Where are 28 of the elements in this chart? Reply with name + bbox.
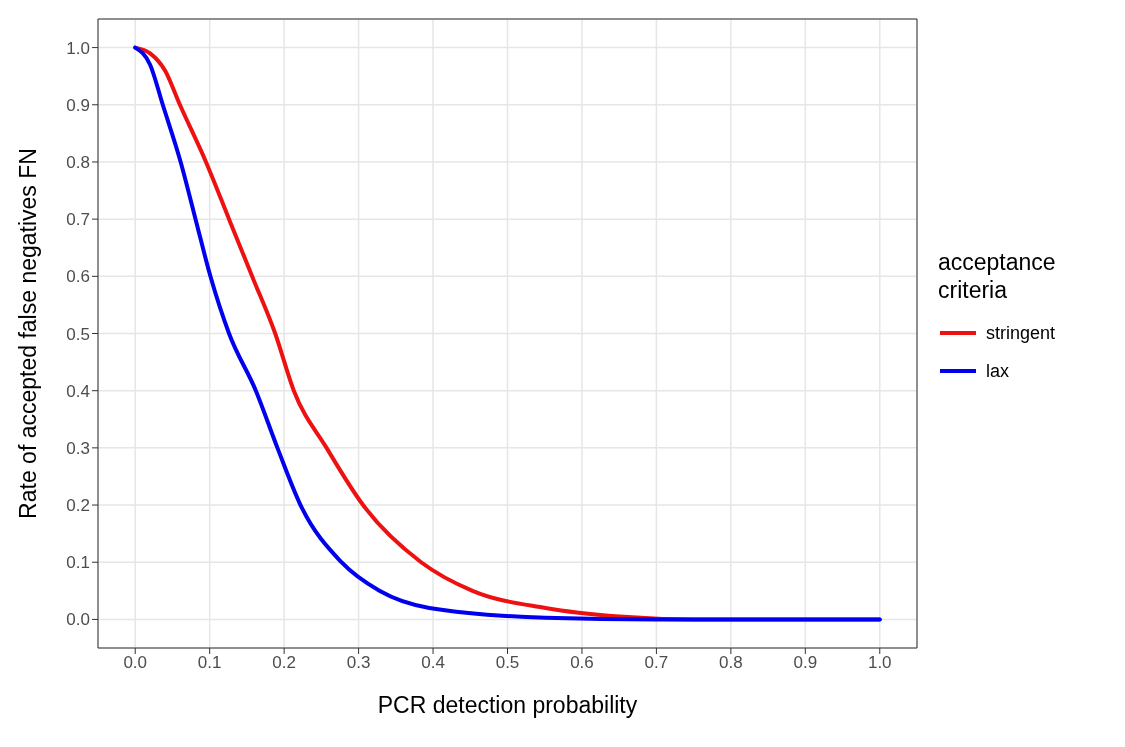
x-tick-label: 0.0 bbox=[123, 653, 148, 673]
y-tick-label: 0.1 bbox=[66, 553, 90, 573]
x-tick-label: 0.8 bbox=[719, 653, 743, 673]
line-series bbox=[133, 45, 882, 622]
y-tick-label: 0.3 bbox=[66, 438, 90, 458]
x-tick-label: 0.7 bbox=[644, 653, 669, 673]
legend-label: stringent bbox=[986, 322, 1056, 344]
x-axis-title: PCR detection probability bbox=[377, 692, 638, 718]
x-tick-label: 0.3 bbox=[346, 653, 371, 673]
y-tick-label: 0.4 bbox=[66, 381, 90, 401]
x-tick-label: 0.9 bbox=[793, 653, 818, 673]
y-tick-label: 0.7 bbox=[66, 210, 90, 230]
y-axis-title: Rate of accepted false negatives FN bbox=[15, 148, 42, 519]
y-tick-label: 0.0 bbox=[66, 610, 90, 630]
y-tick-label: 1.0 bbox=[66, 38, 90, 58]
x-tick-label: 0.6 bbox=[570, 653, 594, 673]
legend-title: acceptance criteria bbox=[938, 248, 1057, 304]
legend-label: lax bbox=[986, 360, 1010, 382]
x-tick-label: 0.5 bbox=[495, 653, 520, 673]
x-tick-label: 1.0 bbox=[867, 653, 892, 673]
x-tick-label: 0.4 bbox=[421, 653, 445, 673]
x-tick-label: 0.1 bbox=[197, 653, 222, 673]
y-tick-label: 0.8 bbox=[66, 152, 90, 172]
x-tick-label: 0.2 bbox=[272, 653, 296, 673]
y-tick-label: 0.6 bbox=[66, 267, 90, 287]
y-tick-label: 0.5 bbox=[66, 324, 90, 344]
y-tick-label: 0.2 bbox=[66, 496, 90, 516]
y-tick-label: 0.9 bbox=[66, 95, 90, 115]
